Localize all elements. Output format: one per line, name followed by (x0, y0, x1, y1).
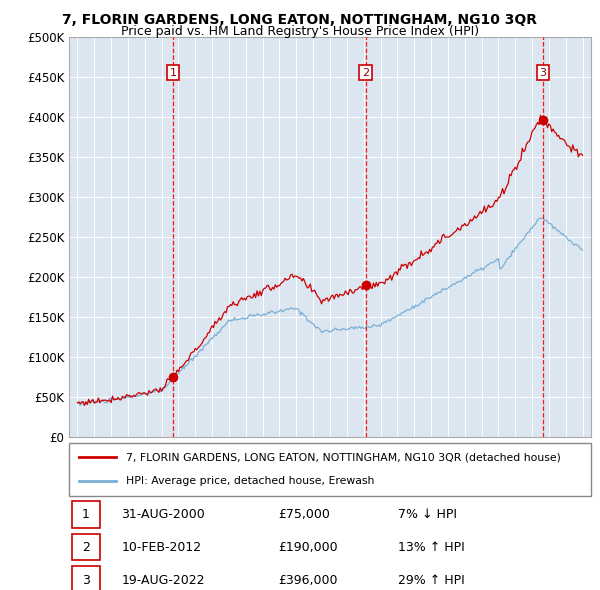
Text: £396,000: £396,000 (278, 573, 337, 586)
Text: 2: 2 (362, 68, 369, 77)
Text: 7, FLORIN GARDENS, LONG EATON, NOTTINGHAM, NG10 3QR: 7, FLORIN GARDENS, LONG EATON, NOTTINGHA… (62, 13, 538, 27)
Text: Price paid vs. HM Land Registry's House Price Index (HPI): Price paid vs. HM Land Registry's House … (121, 25, 479, 38)
Text: 3: 3 (539, 68, 547, 77)
Text: £75,000: £75,000 (278, 509, 329, 522)
Text: 3: 3 (82, 573, 89, 586)
Text: 10-FEB-2012: 10-FEB-2012 (121, 541, 202, 554)
Text: 13% ↑ HPI: 13% ↑ HPI (398, 541, 464, 554)
Text: 29% ↑ HPI: 29% ↑ HPI (398, 573, 464, 586)
FancyBboxPatch shape (71, 501, 100, 527)
Text: 31-AUG-2000: 31-AUG-2000 (121, 509, 205, 522)
FancyBboxPatch shape (71, 566, 100, 590)
Text: 7, FLORIN GARDENS, LONG EATON, NOTTINGHAM, NG10 3QR (detached house): 7, FLORIN GARDENS, LONG EATON, NOTTINGHA… (127, 453, 561, 463)
Text: 19-AUG-2022: 19-AUG-2022 (121, 573, 205, 586)
FancyBboxPatch shape (71, 534, 100, 560)
Text: 7% ↓ HPI: 7% ↓ HPI (398, 509, 457, 522)
Text: 2: 2 (82, 541, 89, 554)
Text: 1: 1 (169, 68, 176, 77)
Text: £190,000: £190,000 (278, 541, 337, 554)
Text: HPI: Average price, detached house, Erewash: HPI: Average price, detached house, Erew… (127, 476, 375, 486)
Text: 1: 1 (82, 509, 89, 522)
FancyBboxPatch shape (69, 442, 591, 496)
